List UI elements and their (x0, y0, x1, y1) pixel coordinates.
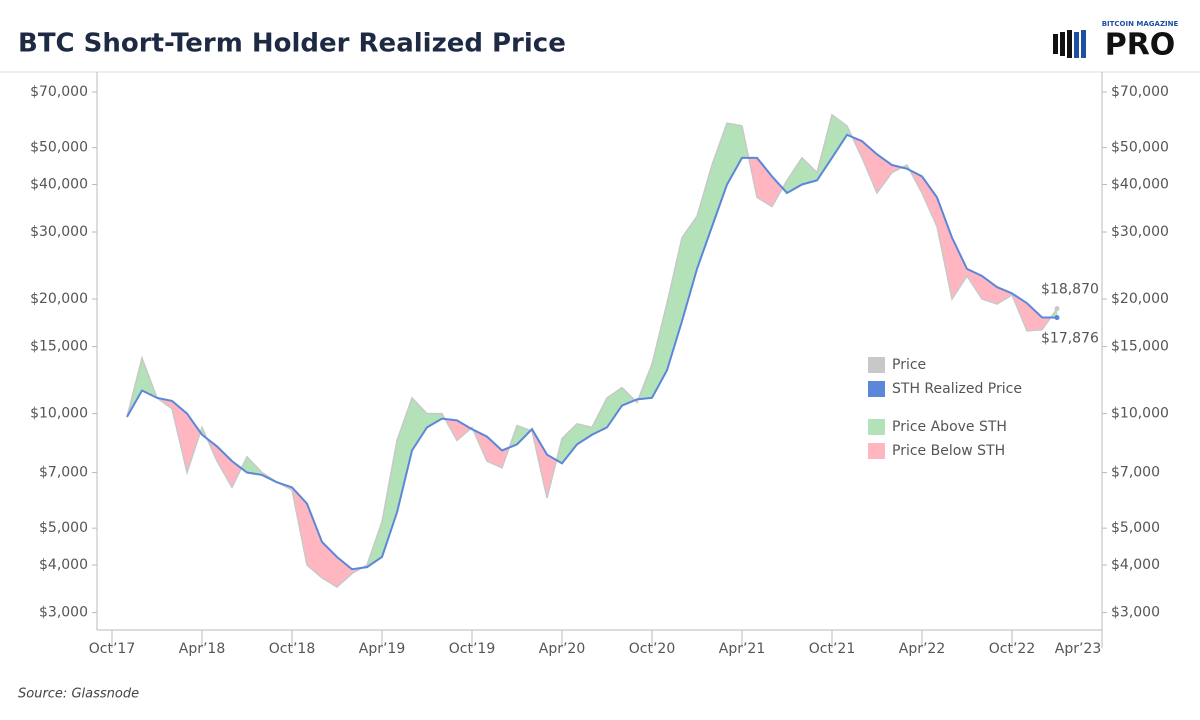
x-tick-label: Apr’19 (359, 641, 405, 657)
y2-tick-label: $5,000 (1111, 520, 1160, 536)
logo-bar (1060, 32, 1065, 56)
series-line (126, 113, 1058, 589)
y-tick-label: $30,000 (30, 224, 88, 240)
x-tick-label: Oct’19 (449, 641, 495, 657)
logo-bar (1081, 30, 1086, 58)
fill-area (921, 175, 938, 227)
y-tick-label: $5,000 (39, 520, 88, 536)
y-tick-label: $4,000 (39, 557, 88, 573)
y2-tick-label: $40,000 (1111, 176, 1169, 192)
source: Source: Glassnode (18, 687, 139, 702)
y2-tick-label: $70,000 (1111, 84, 1169, 100)
x-tick-label: Apr’22 (899, 641, 945, 657)
x-tick-label: Oct’18 (269, 641, 315, 657)
x-tick-label: Apr’23 (1055, 641, 1101, 657)
y-tick-label: $20,000 (30, 291, 88, 307)
fill-area (336, 556, 353, 588)
legend-swatch (868, 381, 885, 397)
legend-swatch (868, 419, 885, 435)
y-tick-label: $70,000 (30, 84, 88, 100)
end-label: $18,870 (1041, 282, 1099, 298)
fill-area (396, 397, 413, 513)
y2-tick-label: $4,000 (1111, 557, 1160, 573)
fill-area (711, 122, 728, 227)
fill-area (951, 237, 968, 300)
x-tick-label: Apr’21 (719, 641, 765, 657)
y2-tick-label: $10,000 (1111, 406, 1169, 422)
x-tick-label: Apr’18 (179, 641, 225, 657)
legend-swatch (868, 357, 885, 373)
fill-area (681, 215, 698, 322)
y-tick-label: $15,000 (30, 339, 88, 355)
legend-label: Price Above STH (892, 419, 1007, 435)
y-tick-label: $40,000 (30, 176, 88, 192)
fill-area (381, 440, 398, 558)
y-tick-label: $3,000 (39, 605, 88, 621)
y2-tick-label: $7,000 (1111, 465, 1160, 481)
x-tick-label: Oct’17 (89, 641, 135, 657)
logo: BITCOIN MAGAZINE PRO (1053, 20, 1178, 63)
legend-label: Price Below STH (892, 443, 1005, 459)
fill-area (936, 197, 953, 300)
y2-tick-label: $30,000 (1111, 224, 1169, 240)
end-dot (1054, 306, 1060, 312)
x-tick-label: Oct’20 (629, 641, 675, 657)
y2-tick-label: $50,000 (1111, 140, 1169, 156)
y2-tick-label: $3,000 (1111, 605, 1160, 621)
y2-tick-label: $15,000 (1111, 339, 1169, 355)
legend-label: Price (892, 357, 926, 373)
logo-text: BITCOIN MAGAZINE (1102, 20, 1179, 28)
chart-title: BTC Short-Term Holder Realized Price (18, 29, 566, 59)
legend-label: STH Realized Price (892, 381, 1022, 397)
series-line (126, 133, 1058, 571)
logo-text: PRO (1105, 28, 1176, 63)
y-tick-label: $50,000 (30, 140, 88, 156)
y-tick-label: $7,000 (39, 465, 88, 481)
logo-bar (1067, 30, 1072, 58)
end-label: $17,876 (1041, 331, 1099, 347)
fill-area (696, 164, 713, 269)
logo-bar (1074, 32, 1079, 58)
x-tick-label: Oct’21 (809, 641, 855, 657)
x-tick-label: Oct’22 (989, 641, 1035, 657)
fill-area (666, 237, 683, 371)
y-tick-label: $10,000 (30, 406, 88, 422)
end-dot (1054, 315, 1060, 321)
y2-tick-label: $20,000 (1111, 291, 1169, 307)
fill-area (1026, 302, 1043, 332)
x-tick-label: Apr’20 (539, 641, 585, 657)
fill-area (726, 122, 743, 186)
legend-swatch (868, 443, 885, 459)
fill-area (561, 423, 578, 465)
logo-bar (1053, 34, 1058, 54)
fill-area (486, 436, 503, 469)
